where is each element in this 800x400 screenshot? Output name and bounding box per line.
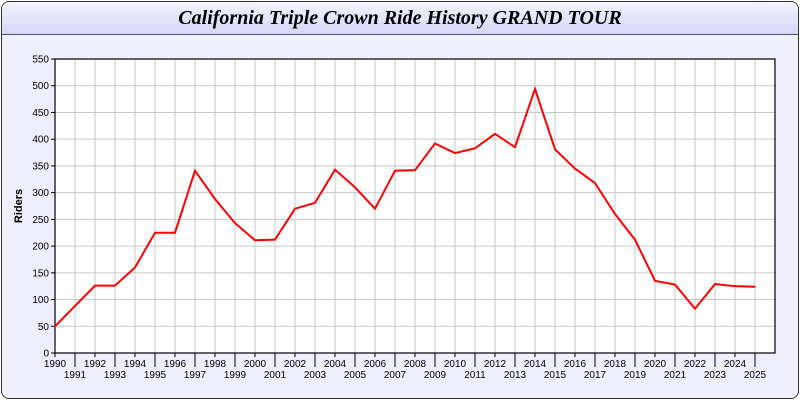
- x-tick-label: 1995: [144, 370, 167, 381]
- data-point: [194, 169, 196, 172]
- y-tick-label: 400: [32, 135, 49, 146]
- data-point: [394, 169, 396, 172]
- data-point: [534, 88, 536, 90]
- y-tick-label: 500: [32, 81, 49, 92]
- x-tick-label: 2007: [384, 370, 407, 381]
- y-tick-label: 550: [32, 55, 49, 66]
- chart-title: California Triple Crown Ride History GRA…: [178, 7, 622, 29]
- data-point: [634, 238, 636, 241]
- data-point: [114, 284, 116, 287]
- data-point: [434, 142, 436, 145]
- x-tick-label: 2001: [264, 370, 287, 381]
- data-point: [594, 182, 596, 184]
- data-point: [274, 238, 276, 241]
- x-tick-label: 2024: [724, 359, 747, 370]
- x-tick-label: 2004: [324, 359, 347, 370]
- x-tick-label: 2017: [584, 370, 607, 381]
- chart-header: California Triple Crown Ride History GRA…: [2, 2, 798, 35]
- data-point: [614, 213, 616, 215]
- data-point: [754, 285, 756, 288]
- x-tick-label: 2022: [684, 359, 707, 370]
- x-tick-label: 1994: [124, 359, 147, 370]
- x-tick-label: 1998: [204, 359, 227, 370]
- data-point: [454, 152, 456, 154]
- data-point: [474, 147, 476, 150]
- x-tick-label: 2014: [524, 359, 547, 370]
- x-tick-label: 2018: [604, 359, 627, 370]
- data-point: [694, 307, 696, 310]
- data-point: [574, 167, 576, 170]
- y-tick-label: 200: [32, 242, 49, 253]
- y-tick-label: 0: [43, 349, 49, 360]
- data-point: [654, 280, 656, 282]
- x-tick-label: 2019: [624, 370, 647, 381]
- x-tick-label: 2006: [364, 359, 387, 370]
- x-tick-label: 2000: [244, 359, 267, 370]
- x-tick-label: 1993: [104, 370, 127, 381]
- data-point: [674, 283, 676, 286]
- x-tick-label: 1996: [164, 359, 187, 370]
- plot-border: [54, 58, 776, 354]
- y-tick-label: 50: [38, 322, 50, 333]
- data-point: [74, 305, 76, 307]
- data-point: [374, 207, 376, 210]
- x-tick-label: 2016: [564, 359, 587, 370]
- x-tick-label: 2009: [424, 370, 447, 381]
- x-tick-label: 2012: [484, 359, 507, 370]
- data-point: [294, 207, 296, 210]
- data-point: [134, 266, 136, 269]
- data-point: [414, 169, 416, 171]
- y-tick-label: 300: [32, 188, 49, 199]
- data-point: [514, 146, 516, 148]
- data-point: [254, 239, 256, 242]
- data-point: [314, 201, 316, 204]
- x-tick-label: 2003: [304, 370, 327, 381]
- y-tick-label: 450: [32, 108, 49, 119]
- x-tick-label: 2008: [404, 359, 427, 370]
- x-tick-label: 1990: [44, 359, 67, 370]
- data-point: [554, 148, 556, 151]
- data-point: [154, 231, 156, 234]
- x-tick-label: 2002: [284, 359, 307, 370]
- x-tick-label: 1999: [224, 370, 247, 381]
- data-point: [334, 168, 336, 171]
- x-tick-label: 2011: [464, 370, 486, 381]
- data-point: [174, 231, 176, 234]
- x-tick-label: 1991: [64, 370, 87, 381]
- data-point: [354, 186, 356, 189]
- data-point: [94, 284, 96, 287]
- x-tick-label: 1997: [184, 370, 207, 381]
- y-tick-label: 100: [32, 295, 49, 306]
- data-point: [54, 325, 56, 328]
- data-line: [54, 85, 756, 327]
- x-tick-label: 2013: [504, 370, 527, 381]
- x-tick-label: 2023: [704, 370, 727, 381]
- data-point: [734, 285, 736, 287]
- x-tick-label: 2020: [644, 359, 667, 370]
- x-tick-label: 2010: [444, 359, 467, 370]
- data-point: [494, 133, 496, 135]
- y-tick-label: 350: [32, 161, 49, 172]
- y-tick-label: 250: [32, 215, 49, 226]
- y-axis-label: Riders: [13, 189, 25, 223]
- y-tick-label: 150: [32, 268, 49, 279]
- x-tick-label: 2015: [544, 370, 567, 381]
- x-tick-label: 1992: [84, 359, 107, 370]
- data-point: [234, 222, 236, 224]
- x-tick-label: 2025: [744, 370, 767, 381]
- x-tick-label: 2021: [664, 370, 687, 381]
- data-point: [214, 198, 216, 200]
- x-tick-label: 2005: [344, 370, 367, 381]
- data-point: [714, 283, 716, 285]
